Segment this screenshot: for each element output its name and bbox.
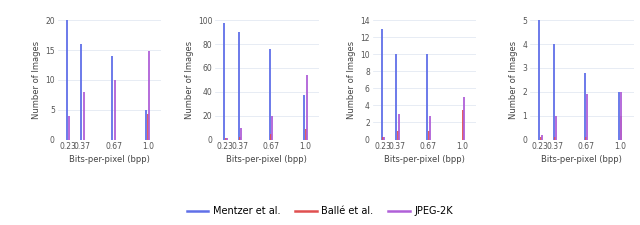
X-axis label: Bits-per-pixel (bpp): Bits-per-pixel (bpp) <box>541 155 622 164</box>
Y-axis label: Number of Images: Number of Images <box>32 41 41 119</box>
Y-axis label: Number of Images: Number of Images <box>347 41 356 119</box>
Y-axis label: Number of Images: Number of Images <box>509 41 518 119</box>
X-axis label: Bits-per-pixel (bpp): Bits-per-pixel (bpp) <box>384 155 465 164</box>
Y-axis label: Number of Images: Number of Images <box>184 41 194 119</box>
Legend: Mentzer et al., Ballé et al., JPEG-2K: Mentzer et al., Ballé et al., JPEG-2K <box>183 202 457 220</box>
X-axis label: Bits-per-pixel (bpp): Bits-per-pixel (bpp) <box>69 155 150 164</box>
X-axis label: Bits-per-pixel (bpp): Bits-per-pixel (bpp) <box>227 155 307 164</box>
